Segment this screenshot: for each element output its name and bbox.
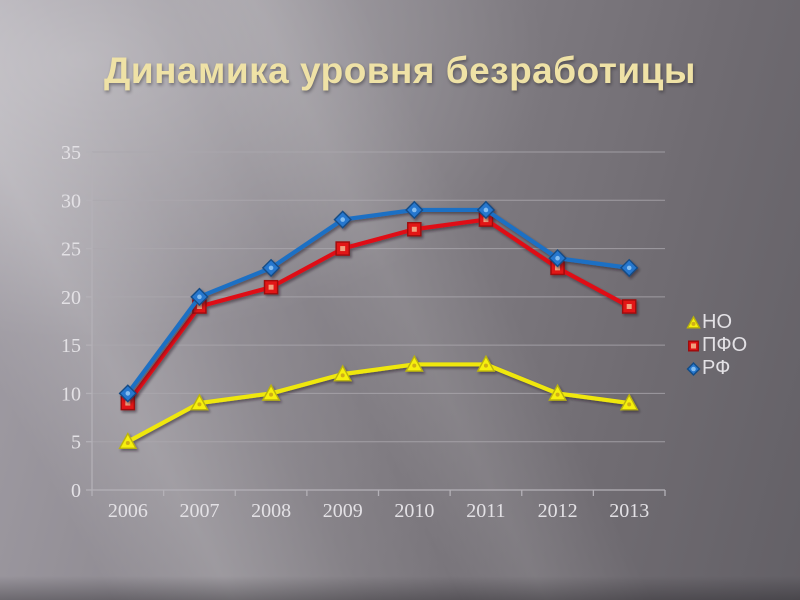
marker-center	[196, 304, 202, 310]
marker-center	[626, 304, 632, 310]
marker-center	[483, 217, 489, 223]
series-no-line	[125, 362, 632, 444]
axes	[86, 151, 666, 496]
x-axis-tick-label: 2013	[609, 500, 649, 522]
marker-center	[691, 321, 696, 326]
marker-center	[627, 402, 632, 407]
series-no-marker	[476, 354, 496, 372]
marker-center	[411, 226, 417, 232]
x-axis-tick-label: 2010	[394, 500, 434, 522]
chart-legend: НО ПФО РФ	[686, 311, 747, 379]
marker-center	[412, 363, 417, 368]
marker-center	[125, 391, 131, 396]
y-axis-tick-label: 0	[71, 480, 81, 502]
series-pfo-line	[125, 217, 632, 406]
marker-center	[197, 402, 202, 407]
series-no	[118, 354, 639, 449]
series-no-marker	[118, 432, 138, 449]
x-axis-tick-label: 2007	[179, 500, 219, 522]
marker-center	[125, 440, 130, 445]
legend-item-no: НО	[686, 311, 747, 333]
legend-label-no: НО	[702, 311, 732, 333]
marker-center	[125, 400, 131, 406]
series-rf	[118, 200, 639, 403]
marker-center	[340, 373, 345, 378]
marker-center	[268, 284, 274, 290]
x-axis-tick-label: 2006	[108, 500, 148, 522]
series-rf-line	[125, 207, 632, 396]
square-glyph	[687, 339, 700, 352]
series-pfo	[120, 212, 637, 411]
y-axis-tick-label: 35	[61, 142, 81, 164]
marker-center	[197, 294, 202, 300]
marker-center	[626, 265, 632, 271]
x-axis-tick-label: 2011	[466, 500, 505, 522]
diamond-marker-icon	[686, 361, 701, 376]
marker-center	[483, 207, 489, 213]
x-axis-tick-label: 2009	[323, 500, 363, 522]
marker-center	[555, 392, 560, 397]
square-marker-icon	[686, 338, 701, 353]
x-axis-tick-label: 2012	[538, 500, 578, 522]
triangle-glyph	[686, 315, 701, 329]
marker-center	[340, 246, 346, 252]
gridlines	[92, 151, 665, 491]
y-axis-tick-label: 10	[61, 383, 81, 405]
legend-item-rf: РФ	[686, 357, 747, 379]
marker-center	[483, 363, 488, 368]
legend-label-pfo: ПФО	[702, 334, 748, 356]
legend-item-pfo: ПФО	[686, 334, 747, 356]
marker-center	[691, 366, 696, 371]
series-no-marker	[261, 383, 281, 401]
marker-center	[555, 265, 561, 271]
marker-center	[555, 255, 560, 261]
marker-center	[412, 207, 417, 213]
axis-labels: 0 5 10 15 20 25 30 35 2006 2007 2008 2009 2010 2011 20…	[61, 142, 649, 522]
series-no-marker	[190, 393, 209, 411]
y-axis-tick-label: 5	[71, 432, 81, 454]
y-axis-tick-label: 25	[61, 239, 81, 261]
y-axis-tick-label: 15	[61, 335, 81, 357]
slide-title: Динамика уровня безработицы	[103, 50, 697, 91]
series-no-marker	[619, 393, 639, 411]
series-no-marker	[333, 364, 353, 382]
series-no-marker	[548, 383, 567, 401]
diamond-glyph	[686, 361, 701, 376]
marker-center	[691, 343, 696, 348]
y-axis-tick-label: 30	[61, 190, 81, 212]
x-axis-tick-label: 2008	[251, 500, 291, 522]
triangle-marker-icon	[686, 315, 701, 330]
y-axis-tick-label: 20	[61, 287, 81, 309]
marker-center	[268, 265, 274, 271]
legend-label-rf: РФ	[702, 357, 731, 379]
series-no-marker	[404, 354, 424, 372]
marker-center	[340, 217, 345, 222]
marker-center	[269, 392, 274, 397]
